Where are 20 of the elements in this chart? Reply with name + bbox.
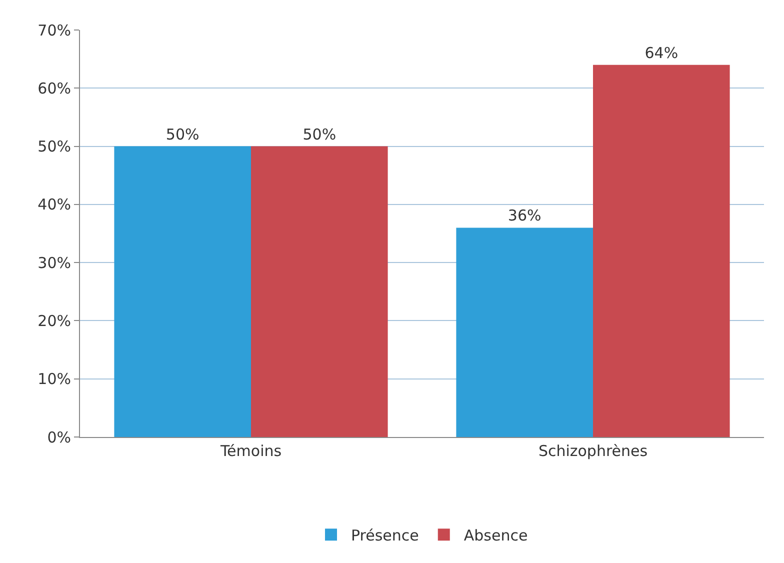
- data-label: 36%: [508, 206, 542, 225]
- bar: [114, 146, 251, 437]
- y-tick-label: 50%: [38, 138, 71, 156]
- bar: [593, 64, 730, 437]
- x-tick-label: Schizophrènes: [538, 442, 648, 460]
- y-tick-label: 60%: [38, 79, 71, 98]
- data-label: 50%: [166, 125, 200, 144]
- data-label: 64%: [644, 44, 678, 62]
- bar: [456, 228, 593, 437]
- bar: [251, 146, 388, 437]
- y-tick-label: 40%: [38, 196, 71, 214]
- data-label: 50%: [302, 125, 336, 144]
- y-tick-label: 10%: [38, 370, 71, 388]
- legend-label: Absence: [464, 526, 528, 544]
- y-tick-label: 0%: [47, 428, 71, 446]
- legend-label: Présence: [351, 526, 419, 544]
- y-tick-label: 20%: [38, 312, 71, 330]
- y-tick-label: 70%: [38, 21, 71, 40]
- x-tick-label: Témoins: [219, 442, 282, 460]
- y-tick-label: 30%: [38, 254, 71, 272]
